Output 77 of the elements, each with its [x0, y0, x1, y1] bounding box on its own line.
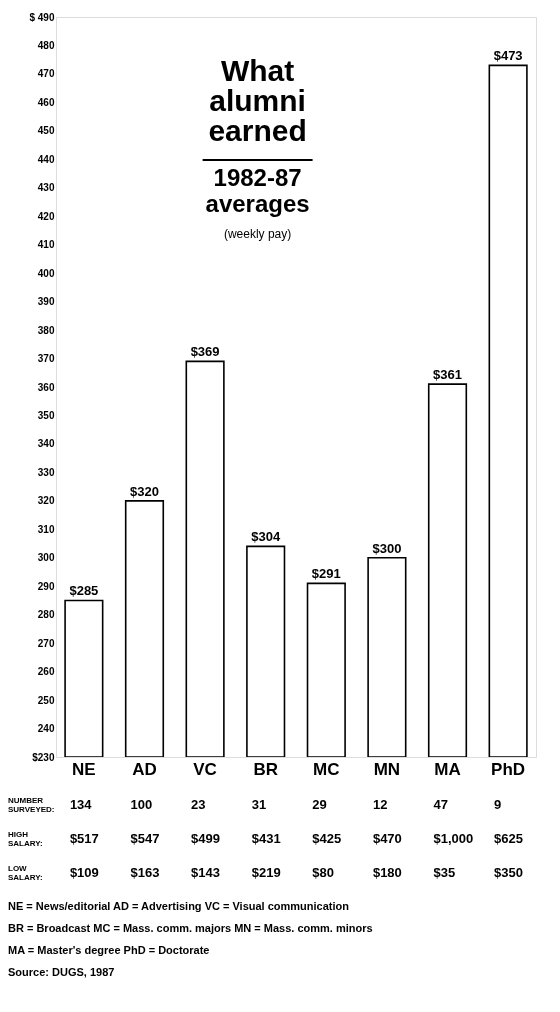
- x-tick-label: VC: [193, 759, 217, 779]
- x-tick-label: PhD: [491, 759, 526, 779]
- y-tick-label: 350: [37, 409, 55, 421]
- y-tick-label: $ 490: [29, 11, 55, 23]
- y-tick-label: 280: [37, 609, 55, 621]
- y-tick-label: 430: [37, 182, 55, 194]
- data-label: $304: [251, 529, 281, 545]
- data-label: $369: [190, 344, 220, 360]
- data-label: $300: [372, 540, 402, 556]
- y-tick-label: 330: [37, 466, 55, 478]
- y-tick-label: 310: [37, 523, 55, 535]
- y-tick-label: 480: [37, 39, 55, 51]
- x-tick-label: AD: [132, 759, 157, 779]
- y-tick-label: 450: [37, 125, 55, 137]
- y-tick-label: 340: [37, 438, 55, 450]
- text: NE = News/editorial AD = Advertising VC = Visual communication: [8, 900, 350, 912]
- x-tick-label: NE: [72, 759, 96, 779]
- x-tick-label: MN: [373, 759, 401, 779]
- text: 12: [372, 797, 388, 812]
- text: HIGH SALARY:: [8, 830, 43, 848]
- y-tick-label: 420: [37, 210, 55, 222]
- text: LOW SALARY:: [8, 864, 43, 882]
- data-label: $473: [493, 48, 523, 64]
- text: $35: [433, 865, 456, 880]
- data-label: $285: [69, 583, 99, 599]
- text: NUMBER SURVEYED:: [8, 796, 55, 814]
- data-label: $291: [311, 566, 341, 582]
- x-tick-label: MA: [434, 759, 461, 779]
- y-tick-label: 320: [37, 495, 55, 507]
- text: BR = Broadcast MC = Mass. comm. majors MN = Mass. comm. minors: [8, 922, 373, 934]
- y-tick-label: 260: [37, 666, 55, 678]
- y-tick-label: 380: [37, 324, 55, 336]
- y-tick-label: 370: [37, 353, 55, 365]
- y-tick-label: 410: [37, 239, 55, 251]
- y-tick-label: 250: [37, 694, 55, 706]
- text: $431: [251, 831, 281, 846]
- text: 1982-87 averages: [205, 164, 310, 217]
- y-tick-label: 290: [37, 580, 55, 592]
- text: $517: [69, 831, 99, 846]
- y-tick-label: 460: [37, 96, 55, 108]
- y-tick-label: 440: [37, 153, 55, 165]
- text: $109: [69, 865, 99, 880]
- data-label: $320: [130, 483, 159, 499]
- text: 100: [130, 797, 153, 812]
- text: 23: [191, 797, 206, 812]
- y-tick-label: 470: [37, 68, 55, 80]
- x-tick-label: BR: [253, 759, 278, 779]
- text: $470: [372, 831, 402, 846]
- text: $547: [130, 831, 160, 846]
- text: $1,000: [433, 831, 474, 846]
- y-tick-label: 240: [37, 723, 55, 735]
- text: 29: [312, 797, 327, 812]
- text: $80: [312, 865, 335, 880]
- text: 134: [69, 797, 93, 812]
- text: $350: [494, 865, 524, 880]
- text: $625: [494, 831, 524, 846]
- data-label: $361: [433, 367, 462, 383]
- text: What alumni earned: [208, 54, 307, 147]
- text: $219: [251, 865, 281, 880]
- y-tick-label: 270: [37, 637, 55, 649]
- y-tick-label: 300: [37, 552, 55, 564]
- y-tick-label: $230: [32, 751, 55, 763]
- text: 47: [433, 797, 448, 812]
- y-tick-label: 360: [37, 381, 55, 393]
- text: 9: [494, 797, 502, 812]
- y-tick-label: 390: [37, 296, 55, 308]
- text: MA = Master's degree PhD = Doctorate: [8, 944, 210, 956]
- source-note: Source: DUGS, 1987: [8, 966, 115, 978]
- text: $180: [372, 865, 402, 880]
- annotation: (weekly pay): [223, 227, 292, 241]
- text: $425: [312, 831, 342, 846]
- text: $163: [130, 865, 160, 880]
- text: $143: [191, 865, 221, 880]
- text: $499: [191, 831, 221, 846]
- x-tick-label: MC: [313, 759, 340, 779]
- text: 31: [251, 797, 267, 812]
- y-tick-label: 400: [37, 267, 55, 279]
